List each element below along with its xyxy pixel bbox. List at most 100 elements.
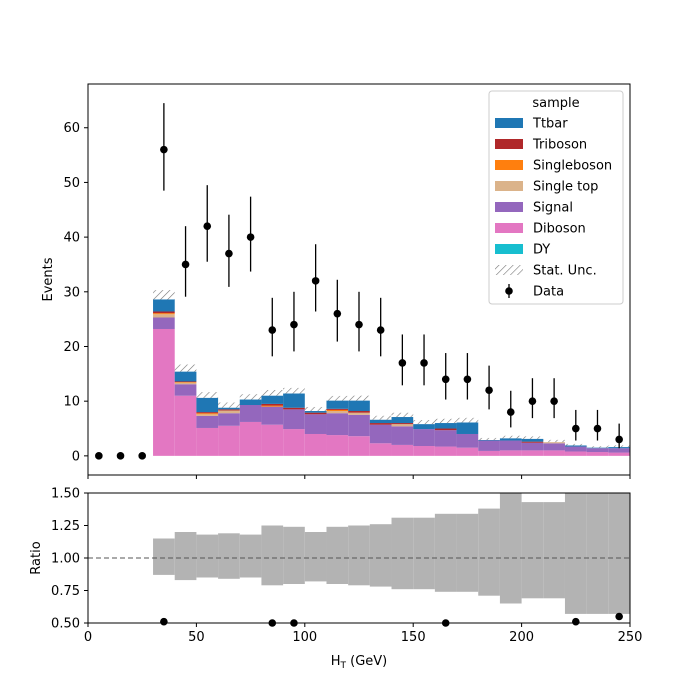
ratio-points [160, 612, 623, 627]
bar-signal [499, 440, 522, 451]
stat-unc-hatch [434, 418, 457, 424]
ratio-band-bin [391, 517, 414, 590]
data-point [506, 408, 515, 416]
ratio-band-bin [586, 493, 609, 614]
ratio-band-bin [521, 502, 544, 599]
legend-item: Signal [495, 201, 573, 216]
x-tick-label: 150 [401, 630, 426, 645]
main-plot: 0 10 20 30 40 50 60 Events sample Ttbar Triboson… [41, 83, 631, 479]
bar-diboson [456, 447, 479, 456]
legend-label: DY [533, 243, 550, 258]
bar-ttbar [196, 397, 219, 413]
stat-unc-hatch [174, 364, 197, 372]
main-plot-frame [87, 83, 631, 476]
bar-single-top [391, 424, 414, 427]
bar-diboson [391, 444, 414, 456]
main-y-axis-ticks: 0 10 20 30 40 50 60 [63, 121, 88, 464]
data-point [420, 359, 428, 367]
bar-triboson [348, 411, 370, 413]
bar-ttbar [326, 400, 349, 409]
legend-label: Single top [533, 180, 598, 195]
bar-ttbar [153, 299, 175, 312]
legend-label: Stat. Unc. [533, 264, 597, 279]
stat-unc-hatch [478, 437, 500, 441]
bar-single-top [218, 410, 240, 414]
ratio-point [615, 612, 623, 621]
bar-signal [174, 384, 197, 396]
stat-unc-hatch [348, 395, 370, 401]
ratio-y-axis-label: Ratio [29, 541, 44, 574]
y-tick-label: 20 [63, 340, 80, 355]
data-point [160, 145, 168, 154]
ratio-uncertainty-band [153, 493, 630, 614]
legend-swatch [495, 118, 523, 128]
stat-unc-hatch [499, 435, 522, 439]
y-tick-label: 40 [63, 231, 80, 246]
ratio-band-bin [369, 524, 392, 587]
ratio-band-bin [174, 532, 197, 581]
bar-ttbar [283, 393, 305, 408]
x-tick-label: 50 [188, 630, 205, 645]
stat-unc-hatch [261, 389, 284, 396]
bar-signal [564, 446, 587, 452]
data-point [268, 326, 277, 334]
bar-triboson [369, 423, 392, 425]
legend-label: Ttbar [532, 117, 568, 132]
x-tick-label: 200 [509, 630, 534, 645]
bar-diboson [283, 429, 305, 456]
bar-diboson [413, 446, 435, 456]
bar-singleboson [261, 405, 284, 407]
bar-signal [218, 413, 240, 426]
legend-item: Triboson [495, 138, 587, 153]
bar-single-top [174, 382, 197, 385]
legend-label: Data [533, 285, 564, 300]
data-point [290, 320, 298, 329]
bar-diboson [218, 425, 240, 456]
bar-ttbar [521, 438, 544, 442]
stat-unc-hatch [564, 443, 587, 446]
ratio-y-tick-label: 1.00 [51, 552, 80, 567]
stat-unc-hatch [543, 439, 565, 443]
bar-singleboson [174, 382, 197, 383]
bar-signal [304, 414, 327, 434]
bar-signal [283, 409, 305, 430]
bar-ttbar [564, 445, 587, 447]
y-tick-label: 0 [72, 449, 80, 464]
legend-item: Diboson [495, 222, 586, 237]
legend-item: Ttbar [495, 117, 568, 132]
bar-diboson [478, 450, 500, 456]
stat-uncertainty-band [153, 290, 630, 448]
bar-ttbar [391, 417, 414, 424]
bar-single-top [153, 314, 175, 318]
legend-swatch [495, 160, 523, 170]
data-point [593, 424, 602, 433]
legend-item: DY [495, 243, 550, 258]
stat-unc-hatch [218, 402, 240, 408]
bar-singleboson [153, 313, 175, 315]
stat-unc-hatch [413, 420, 435, 425]
bar-diboson [326, 435, 349, 456]
ratio-point [160, 617, 168, 626]
y-tick-label: 50 [63, 176, 80, 191]
data-point [485, 386, 493, 395]
stat-unc-hatch [304, 406, 327, 412]
bar-signal [521, 442, 544, 451]
bar-diboson [304, 433, 327, 456]
bar-triboson [174, 381, 197, 383]
bar-signal [196, 415, 219, 428]
data-point [116, 452, 125, 460]
main-y-axis-label: Events [41, 257, 56, 301]
ratio-x-axis-ticks: 0 50 100 150 200 250 [84, 623, 642, 645]
legend: sample Ttbar Triboson Singleboson Single top… [488, 90, 624, 305]
stat-unc-hatch [239, 394, 262, 400]
data-point [441, 375, 450, 384]
bar-signal [261, 406, 284, 425]
x-tick-label: 100 [292, 630, 317, 645]
ratio-band-bin [283, 526, 305, 584]
data-point [376, 326, 385, 334]
ratio-band-bin [196, 534, 219, 578]
data-point [355, 320, 363, 329]
bar-diboson [499, 450, 522, 456]
bar-signal [543, 443, 565, 451]
